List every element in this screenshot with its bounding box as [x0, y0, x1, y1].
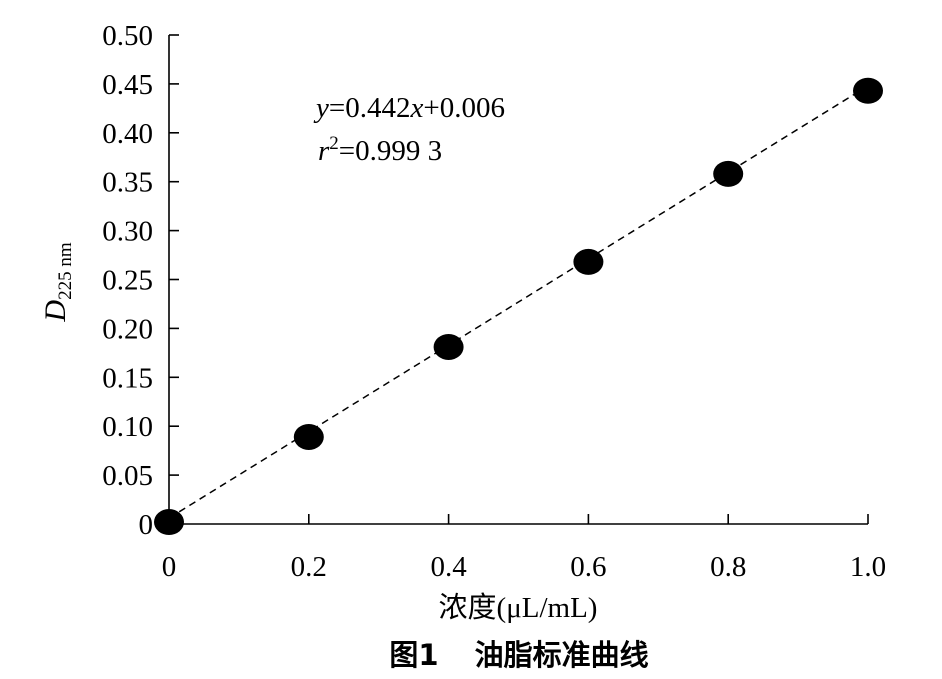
r-symbol: r — [318, 135, 330, 167]
x-axis-label: 浓度(μL/mL) — [439, 591, 598, 624]
y-axis-label-sub: 225 nm — [55, 242, 76, 300]
x-tick-label: 0.6 — [570, 551, 606, 583]
trendline — [168, 85, 869, 519]
y-tick-label: 0.50 — [102, 20, 153, 52]
axes — [168, 35, 868, 525]
y-ticks: 0 0.05 0.10 0.15 0.20 0.25 0.30 0.35 0.40 0.45 0.5… — [102, 20, 179, 541]
x-tick-label: 0 — [162, 551, 177, 583]
r-squared-value: =0.999 3 — [339, 135, 442, 167]
equation-x: x — [409, 92, 423, 124]
x-tick-label: 0.2 — [291, 551, 327, 583]
x-tick-label: 1.0 — [850, 551, 886, 583]
data-point — [293, 423, 324, 450]
y-tick-label: 0.10 — [102, 411, 153, 443]
data-points — [154, 77, 883, 536]
y-tick-label: 0.20 — [102, 313, 153, 345]
data-point — [853, 77, 883, 104]
data-point — [573, 248, 604, 275]
figure-caption: 图1 油脂标准曲线 — [389, 638, 648, 672]
y-tick-label: 0.05 — [102, 460, 153, 492]
r-superscript: 2 — [329, 133, 339, 154]
equation-text: y=0.442x+0.006 — [313, 92, 505, 124]
y-tick-label: 0 — [139, 509, 154, 541]
equation-intercept: +0.006 — [423, 92, 505, 124]
x-tick-label: 0.4 — [430, 551, 467, 583]
data-point — [713, 160, 744, 187]
y-axis-label: D225 nm — [39, 242, 76, 322]
figure-number: 图1 — [389, 638, 438, 672]
data-point — [154, 509, 184, 536]
y-tick-label: 0.30 — [102, 216, 153, 248]
figure-title: 油脂标准曲线 — [475, 638, 649, 672]
y-axis-label-main: D — [39, 300, 72, 323]
y-tick-label: 0.35 — [102, 167, 153, 199]
y-tick-label: 0.40 — [102, 118, 153, 150]
r-squared-text: r2=0.999 3 — [318, 133, 442, 167]
y-tick-label: 0.15 — [102, 362, 153, 394]
equation-slope: =0.442 — [329, 92, 411, 124]
x-ticks: 0 0.2 0.4 0.6 0.8 1.0 — [162, 514, 886, 583]
y-tick-label: 0.25 — [102, 265, 153, 297]
data-point — [433, 333, 464, 360]
x-tick-label: 0.8 — [710, 551, 746, 583]
y-tick-label: 0.45 — [102, 69, 153, 101]
equation-y: y — [313, 92, 329, 124]
